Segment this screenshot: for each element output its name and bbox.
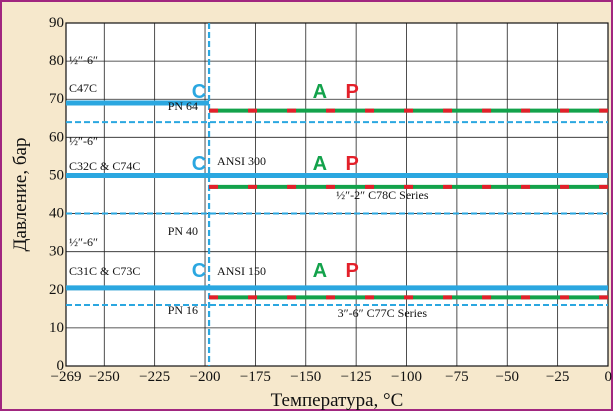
pn-label: PN 16: [168, 303, 198, 317]
product-model-label: C32C & C74C: [69, 159, 140, 173]
marker-c: C: [192, 81, 206, 103]
y-tick-label: 40: [49, 206, 64, 222]
y-tick-label: 90: [49, 15, 64, 31]
y-tick-label: 20: [49, 282, 64, 298]
product-model-label: C47C: [69, 81, 97, 95]
x-tick-label: −25: [546, 369, 569, 385]
marker-a: A: [313, 153, 327, 175]
ansi-class-label: ANSI 150: [217, 264, 266, 278]
marker-p: P: [345, 260, 358, 282]
series-note-label: 3″-6″ C77C Series: [338, 306, 428, 320]
product-size-label: ½″-6″: [69, 53, 98, 67]
x-tick-label: −269: [51, 369, 82, 385]
x-tick-label: −100: [391, 369, 422, 385]
marker-c: C: [192, 260, 206, 282]
marker-c: C: [192, 153, 206, 175]
product-size-label: ½″-6″: [69, 134, 98, 148]
x-tick-label: −225: [139, 369, 170, 385]
y-tick-label: 70: [49, 91, 64, 107]
ansi-class-label: ANSI 300: [217, 154, 266, 168]
x-tick-label: −125: [341, 369, 372, 385]
x-tick-label: −250: [89, 369, 120, 385]
y-tick-label: 60: [49, 129, 64, 145]
pn-label: PN 64: [168, 99, 198, 113]
marker-p: P: [345, 81, 358, 103]
x-tick-label: −200: [190, 369, 221, 385]
x-tick-label: −175: [240, 369, 271, 385]
y-tick-label: 30: [49, 244, 64, 260]
y-tick-label: 0: [57, 358, 65, 374]
marker-p: P: [345, 153, 358, 175]
plot-border: [65, 22, 609, 367]
product-size-label: ½″-6″: [69, 235, 98, 249]
x-tick-label: −150: [290, 369, 321, 385]
product-model-label: C31C & C73C: [69, 264, 140, 278]
plot-area: [66, 23, 608, 366]
y-axis-title: Давление, бар: [10, 138, 31, 252]
y-tick-label: 10: [49, 320, 64, 336]
y-tick-label: 50: [49, 167, 64, 183]
pn-label: PN 40: [168, 224, 198, 238]
series-note-label: ½″-2″ C78C Series: [336, 188, 429, 202]
marker-a: A: [313, 81, 327, 103]
y-tick-label: 80: [49, 53, 64, 69]
x-axis-title: Температура, °C: [271, 390, 404, 411]
marker-a: A: [313, 260, 327, 282]
x-tick-label: 0: [605, 369, 613, 385]
x-tick-label: −75: [445, 369, 468, 385]
x-tick-label: −50: [496, 369, 519, 385]
